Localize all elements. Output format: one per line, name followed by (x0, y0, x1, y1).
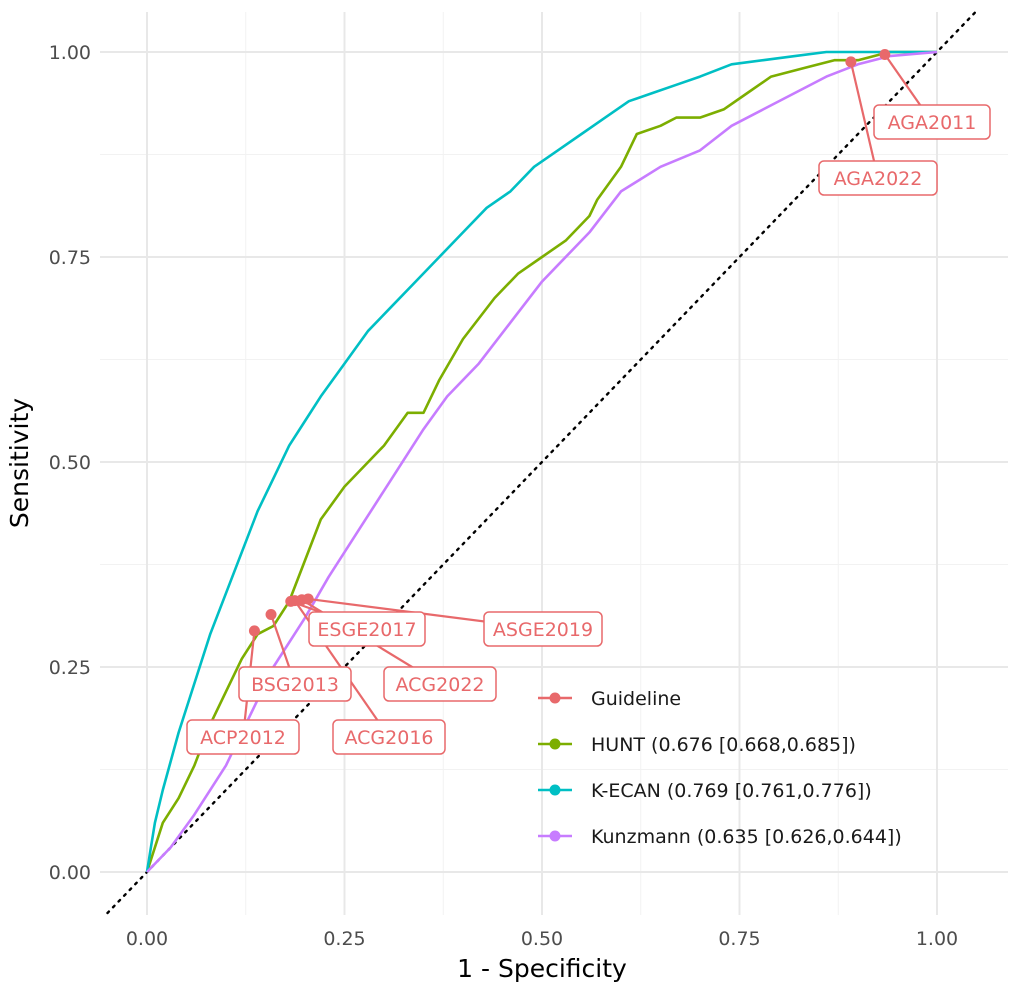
guideline-point (845, 56, 857, 68)
guideline-annotations: ACP2012 BSG2013 ESGE2017 ACG2016 ACG2022 ASGE… (186, 48, 991, 755)
x-tick-label: 0.25 (323, 928, 365, 950)
annotation-label-box (186, 719, 300, 755)
guideline-point (879, 48, 891, 60)
annotation-label: ACG2016 (344, 727, 433, 749)
guideline-point (248, 625, 260, 637)
x-tick-label: 0.75 (718, 928, 760, 950)
y-tick-label: 0.75 (49, 247, 91, 269)
legend-dot (549, 692, 561, 704)
guideline-point (302, 593, 314, 605)
x-tick-label: 0.00 (126, 928, 168, 950)
annotation-label-box (383, 666, 497, 702)
series-line-hunt (145, 50, 937, 873)
legend-dot (549, 738, 561, 750)
annotation-label-box (238, 666, 352, 702)
y-tick-label: 0.50 (49, 452, 91, 474)
annotation-label: ASGE2019 (493, 619, 593, 641)
annotation-label: BSG2013 (251, 674, 339, 696)
series-line-k-ecan (145, 50, 937, 873)
legend-label: HUNT (0.676 [0.668,0.685]) (591, 734, 856, 756)
diagonal-reference-line (106, 9, 978, 915)
y-tick-label: 1.00 (49, 42, 91, 64)
annotation-leader-line (849, 61, 880, 179)
guideline-point (265, 609, 277, 621)
annotation-label-box (818, 160, 938, 196)
annotation-label: ESGE2017 (317, 619, 416, 641)
annotation-label: ACP2012 (200, 727, 286, 749)
annotation-label-box (308, 611, 426, 647)
legend-label: Guideline (591, 688, 681, 710)
annotation-label: AGA2022 (834, 168, 923, 190)
legend: Guideline HUNT (0.676 [0.668,0.685]) K-ECA… (538, 688, 902, 848)
legend-label: K-ECAN (0.769 [0.761,0.776]) (591, 780, 872, 802)
legend-dot (549, 784, 561, 796)
x-tick-label: 1.00 (916, 928, 958, 950)
y-tick-label: 0.25 (49, 657, 91, 679)
x-tick-label: 0.50 (521, 928, 563, 950)
axes: 1 - Specificity Sensitivity 0.00 0.25 0.50… (5, 42, 958, 983)
annotation-label: ACG2022 (395, 674, 484, 696)
annotation-label-box (332, 719, 446, 755)
legend-dot (549, 830, 561, 842)
annotation-label: AGA2011 (888, 112, 977, 134)
legend-label: Kunzmann (0.635 [0.626,0.644]) (591, 826, 902, 848)
y-tick-label: 0.00 (49, 862, 91, 884)
y-axis-title: Sensitivity (5, 398, 34, 528)
annotation-label-box (873, 104, 991, 140)
annotation-label-box (483, 611, 603, 647)
x-axis-title: 1 - Specificity (457, 954, 627, 983)
